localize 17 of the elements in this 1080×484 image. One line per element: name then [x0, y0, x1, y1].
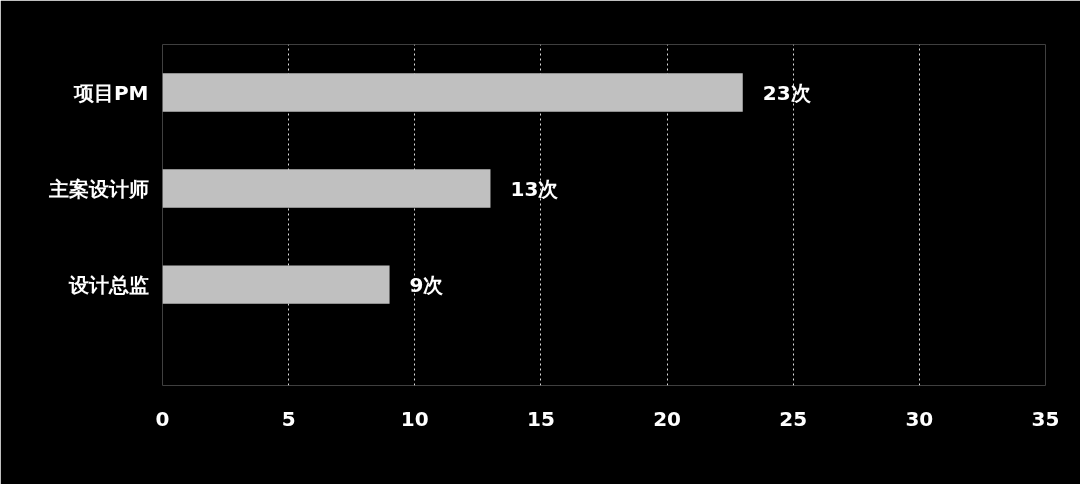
- x-tick-label: 0: [155, 406, 170, 431]
- bar: [162, 265, 390, 304]
- x-tick-label: 10: [400, 406, 429, 431]
- x-tick-label: 30: [905, 406, 934, 431]
- bar: [162, 73, 743, 112]
- y-tick-label: 主案设计师: [47, 176, 149, 201]
- x-tick-label: 20: [653, 406, 681, 431]
- data-label: 23次: [762, 80, 812, 105]
- y-tick-label: 项目PM: [72, 80, 149, 105]
- x-tick-label: 5: [281, 406, 296, 431]
- x-tick-label: 15: [527, 406, 555, 431]
- bar: [162, 169, 491, 208]
- y-tick-label: 设计总监: [67, 272, 149, 297]
- data-label: 13次: [510, 176, 560, 201]
- x-tick-label: 35: [1031, 406, 1060, 431]
- data-label: 9次: [409, 272, 445, 297]
- x-tick-label: 25: [779, 406, 808, 431]
